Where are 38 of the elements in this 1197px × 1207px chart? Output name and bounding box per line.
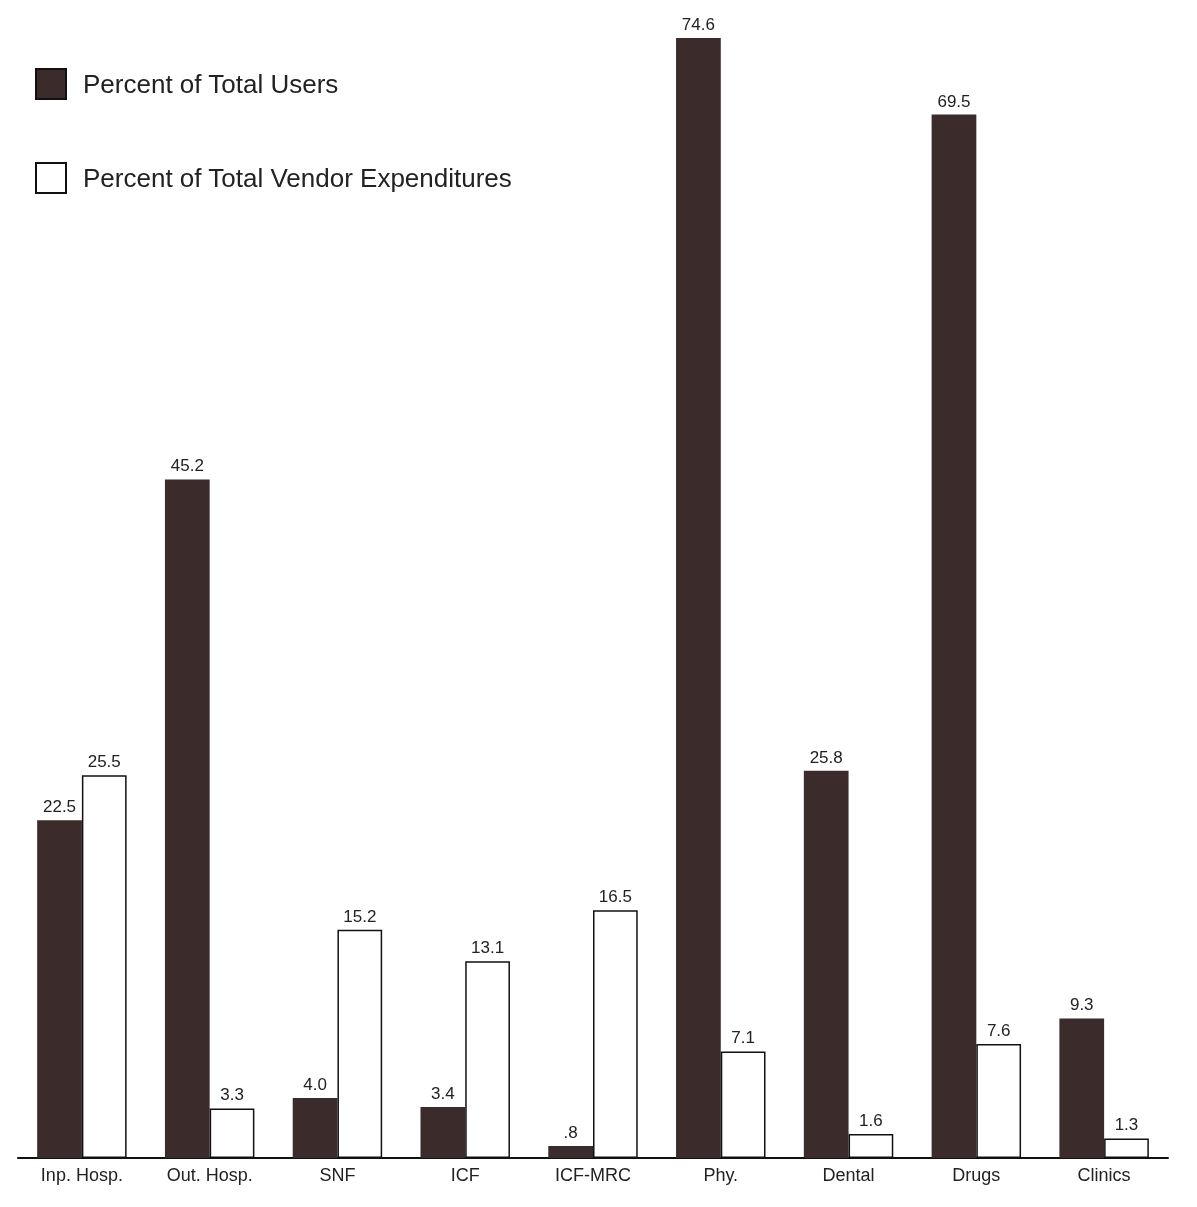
x-tick-label: Out. Hosp. bbox=[166, 1165, 253, 1185]
bar bbox=[292, 1097, 338, 1158]
x-tick-label: Drugs bbox=[952, 1165, 1001, 1185]
x-tick-label: Inp. Hosp. bbox=[40, 1165, 123, 1185]
bar bbox=[420, 1106, 466, 1158]
data-label: 22.5 bbox=[42, 797, 77, 817]
data-label: 25.5 bbox=[87, 752, 121, 772]
data-label: 45.2 bbox=[170, 456, 204, 476]
data-label: 25.8 bbox=[809, 747, 843, 767]
data-label: 9.3 bbox=[1069, 995, 1094, 1015]
x-tick-label: Clinics bbox=[1077, 1165, 1131, 1185]
data-label: 1.6 bbox=[859, 1110, 883, 1130]
bar bbox=[164, 479, 210, 1158]
x-tick-label: Phy. bbox=[703, 1165, 739, 1185]
x-tick-label: ICF-MRC bbox=[555, 1165, 631, 1185]
bar bbox=[803, 770, 849, 1158]
data-label: 4.0 bbox=[303, 1074, 327, 1094]
data-label: 74.6 bbox=[681, 15, 715, 34]
data-label: 13.1 bbox=[471, 938, 505, 958]
bar bbox=[676, 38, 721, 1158]
bar bbox=[931, 114, 977, 1158]
data-label: 16.5 bbox=[598, 887, 632, 907]
data-label: 69.5 bbox=[937, 91, 971, 111]
x-tick-label: ICF bbox=[450, 1165, 480, 1185]
x-tick-label: SNF bbox=[319, 1165, 356, 1185]
data-label: 3.4 bbox=[431, 1083, 455, 1103]
data-label: 3.3 bbox=[220, 1085, 244, 1105]
data-label: 7.6 bbox=[986, 1020, 1011, 1040]
x-tick-label: Dental bbox=[822, 1165, 875, 1185]
data-label: .8 bbox=[563, 1122, 578, 1142]
data-label: 1.3 bbox=[1114, 1115, 1139, 1135]
bar bbox=[548, 1145, 593, 1158]
legend-label: Percent of Total Users bbox=[83, 69, 339, 99]
data-label: 15.2 bbox=[343, 906, 377, 926]
legend-label: Percent of Total Vendor Expenditures bbox=[83, 163, 512, 193]
data-label: 7.1 bbox=[731, 1028, 755, 1048]
bar bbox=[1059, 1018, 1105, 1158]
bar bbox=[37, 820, 82, 1158]
